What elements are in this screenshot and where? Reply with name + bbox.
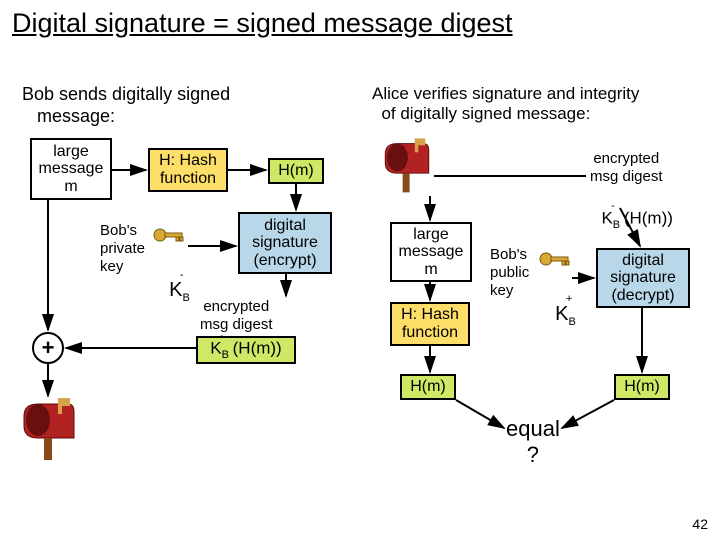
arrows-layer: [0, 0, 720, 540]
